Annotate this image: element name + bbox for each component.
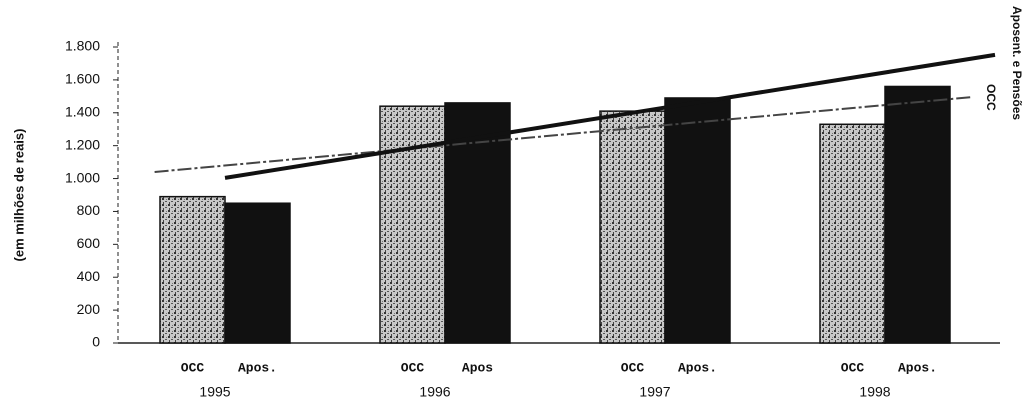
bar (159, 195, 226, 344)
trend-label: OCC (984, 84, 998, 111)
bar (664, 97, 731, 344)
bar-label: OCC (621, 360, 645, 375)
trend-label: Aposent. e Pensões (1010, 6, 1024, 120)
y-tick-label: 600 (77, 235, 101, 251)
bar-label: Apos. (898, 360, 937, 375)
bar-label: OCC (181, 360, 205, 375)
trend-line (224, 52, 996, 180)
trend-line (154, 95, 974, 173)
x-tick-label: 1998 (859, 384, 890, 400)
y-axis-label: (em milhões de reais) (11, 129, 26, 262)
bar (379, 105, 446, 344)
y-tick-label: 200 (77, 301, 101, 317)
y-tick-label: 0 (92, 334, 100, 350)
bar (884, 85, 951, 344)
y-tick-label: 400 (77, 268, 101, 284)
x-tick-label: 1995 (199, 384, 230, 400)
bar-label: OCC (841, 360, 865, 375)
bar (819, 123, 886, 344)
y-tick-label: 1.400 (65, 103, 100, 119)
y-tick-label: 1.200 (65, 136, 100, 152)
bar (224, 202, 291, 344)
x-tick-label: 1997 (639, 384, 670, 400)
bar-label: Apos. (678, 360, 717, 375)
bar-label: OCC (401, 360, 425, 375)
bar-label: Apos (462, 360, 493, 375)
x-tick-label: 1996 (419, 384, 450, 400)
y-tick-label: 1.800 (65, 38, 100, 54)
y-tick-label: 800 (77, 202, 101, 218)
y-tick-label: 1.000 (65, 169, 100, 185)
bar-label: Apos. (238, 360, 277, 375)
bar (599, 110, 666, 344)
y-tick-label: 1.600 (65, 71, 100, 87)
